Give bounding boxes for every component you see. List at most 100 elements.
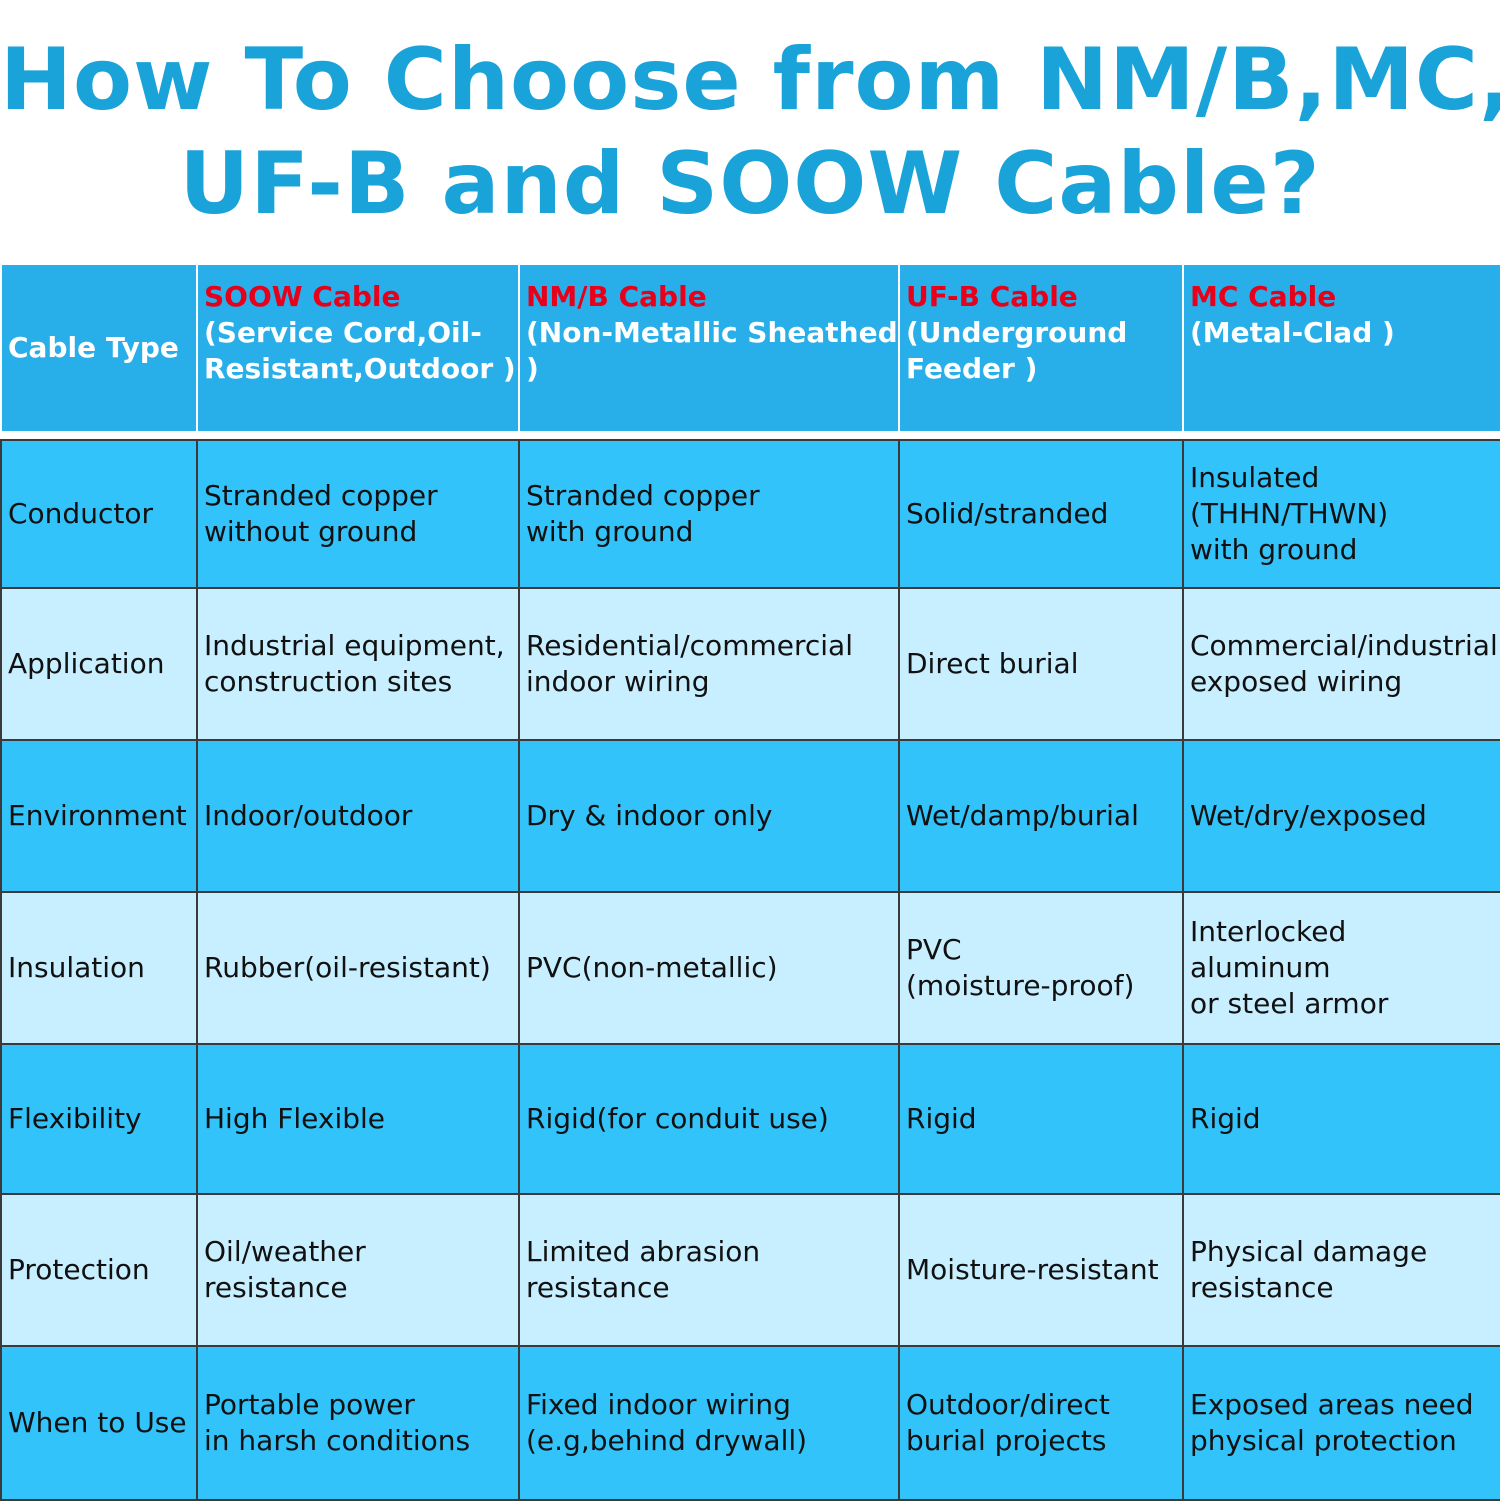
table-cell: Rigid(for conduit use) [518, 1043, 900, 1195]
cell-text: burial projects [906, 1424, 1107, 1457]
cell-text: Rubber(oil-resistant) [204, 951, 491, 984]
cell-text: (moisture-proof) [906, 969, 1135, 1002]
cell-text: (THHN/THWN) [1190, 497, 1389, 530]
cell-text: Commercial/industrial [1190, 629, 1498, 662]
cell-text: Outdoor/direct [906, 1388, 1110, 1421]
cell-text: Solid/stranded [906, 497, 1109, 530]
row-label: Protection [0, 1193, 198, 1347]
cell-text: Fixed indoor wiring [526, 1388, 791, 1421]
table-cell: Stranded copper with ground [518, 439, 900, 589]
row-label: Environment [0, 739, 198, 893]
cell-text: or steel armor [1190, 987, 1389, 1020]
cell-text: construction sites [204, 665, 453, 698]
cell-text: Insulated [1190, 461, 1320, 494]
table-cell: Rigid [1182, 1043, 1500, 1195]
cell-text: resistance [1190, 1271, 1334, 1304]
cell-text: in harsh conditions [204, 1424, 471, 1457]
cell-text: Rigid [906, 1102, 977, 1135]
comparison-table-body: Conductor Stranded copper without ground St… [0, 439, 1500, 1501]
cell-text: Portable power [204, 1388, 415, 1421]
cable-subtitle: (Metal-Clad ) [1190, 316, 1395, 349]
cable-subtitle: (Service Cord,Oil- [204, 316, 482, 349]
cable-subtitle: Feeder ) [906, 352, 1038, 385]
title-line-1: How To Choose from NM/B,MC, [0, 30, 1500, 130]
cell-text: aluminum [1190, 951, 1331, 984]
table-cell: PVC (moisture-proof) [898, 891, 1184, 1045]
table-cell: High Flexible [196, 1043, 520, 1195]
cell-text: Wet/dry/exposed [1190, 799, 1427, 832]
table-cell: Physical damage resistance [1182, 1193, 1500, 1347]
table-cell: Oil/weather resistance [196, 1193, 520, 1347]
header-column: UF-B Cable (Underground Feeder ) [898, 265, 1184, 431]
cell-text: without ground [204, 515, 418, 548]
cell-text: with ground [526, 515, 694, 548]
header-column: MC Cable (Metal-Clad ) [1182, 265, 1500, 431]
cell-text: exposed wiring [1190, 665, 1403, 698]
row-label: Insulation [0, 891, 198, 1045]
cable-subtitle: (Underground [906, 316, 1128, 349]
cell-text: PVC(non-metallic) [526, 951, 778, 984]
title-line-2: UF-B and SOOW Cable? [179, 134, 1321, 234]
table-row: Environment Indoor/outdoor Dry & indoor on… [0, 739, 1500, 893]
cell-text: Dry & indoor only [526, 799, 773, 832]
cell-text: with ground [1190, 533, 1358, 566]
row-label: Application [0, 587, 198, 741]
table-cell: Stranded copper without ground [196, 439, 520, 589]
cable-subtitle: Resistant,Outdoor ) [204, 352, 516, 385]
table-row: Conductor Stranded copper without ground St… [0, 439, 1500, 589]
table-cell: Solid/stranded [898, 439, 1184, 589]
row-label: Flexibility [0, 1043, 198, 1195]
cell-text: Limited abrasion [526, 1235, 761, 1268]
table-cell: Direct burial [898, 587, 1184, 741]
table-cell: Limited abrasion resistance [518, 1193, 900, 1347]
cable-name: SOOW Cable [204, 280, 401, 313]
row-label: When to Use [0, 1345, 198, 1501]
cell-text: PVC [906, 933, 962, 966]
table-cell: Industrial equipment, construction sites [196, 587, 520, 741]
row-label: Conductor [0, 439, 198, 589]
comparison-table-header: Cable Type SOOW Cable (Service Cord,Oil- R… [0, 265, 1500, 431]
table-row: Application Industrial equipment, construc… [0, 587, 1500, 741]
cell-text: Rigid(for conduit use) [526, 1102, 829, 1135]
table-cell: Rubber(oil-resistant) [196, 891, 520, 1045]
cable-subtitle: (Non-Metallic Sheathed ) [526, 316, 898, 385]
table-row: Flexibility High Flexible Rigid(for condui… [0, 1043, 1500, 1195]
cell-text: Stranded copper [526, 479, 760, 512]
cable-name: MC Cable [1190, 280, 1337, 313]
cable-name: NM/B Cable [526, 280, 707, 313]
table-cell: PVC(non-metallic) [518, 891, 900, 1045]
cell-text: Moisture-resistant [906, 1253, 1159, 1286]
table-row: Insulation Rubber(oil-resistant) PVC(non-m… [0, 891, 1500, 1045]
header-column: SOOW Cable (Service Cord,Oil- Resistant,Ou… [196, 265, 520, 431]
cell-text: Stranded copper [204, 479, 438, 512]
table-cell: Insulated (THHN/THWN) with ground [1182, 439, 1500, 589]
table-cell: Commercial/industrial exposed wiring [1182, 587, 1500, 741]
table-cell: Wet/damp/burial [898, 739, 1184, 893]
cell-text: Indoor/outdoor [204, 799, 413, 832]
cell-text: Residential/commercial [526, 629, 853, 662]
table-cell: Exposed areas need physical protection [1182, 1345, 1500, 1501]
table-cell: Outdoor/direct burial projects [898, 1345, 1184, 1501]
cell-text: Industrial equipment, [204, 629, 505, 662]
cell-text: physical protection [1190, 1424, 1457, 1457]
header-row: Cable Type SOOW Cable (Service Cord,Oil- R… [0, 265, 1500, 431]
table-cell: Indoor/outdoor [196, 739, 520, 893]
cell-text: Physical damage [1190, 1235, 1428, 1268]
cell-text: High Flexible [204, 1102, 386, 1135]
table-cell: Fixed indoor wiring (e.g,behind drywall) [518, 1345, 900, 1501]
cell-text: (e.g,behind drywall) [526, 1424, 808, 1457]
cell-text: resistance [204, 1271, 348, 1304]
header-cable-type-label: Cable Type [0, 265, 198, 431]
header-column: NM/B Cable (Non-Metallic Sheathed ) [518, 265, 900, 431]
cell-text: resistance [526, 1271, 670, 1304]
table-cell: Wet/dry/exposed [1182, 739, 1500, 893]
table-cell: Rigid [898, 1043, 1184, 1195]
cell-text: Oil/weather [204, 1235, 366, 1268]
table-cell: Interlocked aluminum or steel armor [1182, 891, 1500, 1045]
table-cell: Dry & indoor only [518, 739, 900, 893]
page-title: How To Choose from NM/B,MC, UF-B and SOO… [0, 28, 1500, 236]
table-cell: Moisture-resistant [898, 1193, 1184, 1347]
table-cell: Portable power in harsh conditions [196, 1345, 520, 1501]
table-cell: Residential/commercial indoor wiring [518, 587, 900, 741]
cell-text: Direct burial [906, 647, 1079, 680]
